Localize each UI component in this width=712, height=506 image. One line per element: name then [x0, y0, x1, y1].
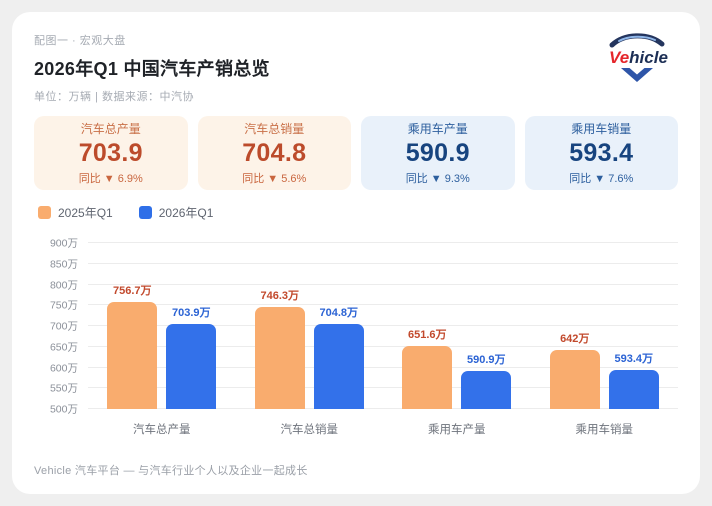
header-text: 配图一 · 宏观大盘 2026年Q1 中国汽车产销总览 单位：万辆 | 数据来源… — [34, 32, 270, 104]
bar-column: 642万 — [549, 330, 600, 409]
bar-2026年Q1 — [608, 370, 659, 409]
y-axis-tick-label: 750万 — [49, 299, 78, 312]
bar-column: 593.4万 — [608, 350, 659, 409]
y-axis-tick-label: 550万 — [49, 382, 78, 395]
bar-group: 651.6万 590.9万 — [383, 243, 531, 409]
gridline — [88, 325, 678, 326]
bar-column: 756.7万 — [107, 282, 158, 409]
stat-label: 乘用车销量 — [571, 122, 632, 136]
bar-group: 642万 593.4万 — [531, 243, 679, 409]
bar-column: 746.3万 — [254, 287, 305, 409]
bar-value-label: 593.4万 — [614, 353, 654, 366]
stat-label: 汽车总产量 — [80, 122, 141, 136]
stat-label: 汽车总销量 — [244, 122, 305, 136]
bar-value-label: 704.8万 — [319, 307, 359, 320]
stat-change: 同比 ▼ 5.6% — [242, 173, 307, 185]
bar-value-label: 590.9万 — [466, 354, 506, 367]
vehicle-logo: Vehicle — [609, 33, 668, 82]
stat-change: 同比 ▼ 9.3% — [405, 173, 470, 185]
stat-value: 704.8 — [242, 139, 307, 167]
eyebrow-label: 配图一 · 宏观大盘 — [34, 35, 126, 47]
stat-cards-row: 汽车总产量 703.9 同比 ▼ 6.9% 汽车总销量 704.8 同比 ▼ 5… — [34, 116, 678, 190]
y-axis-tick-label: 650万 — [49, 341, 78, 354]
bar-column: 703.9万 — [166, 304, 217, 409]
bar-group: 756.7万 703.9万 — [88, 243, 236, 409]
plot-area-wrap: 500万 550万 600万 650万 700万 750万 800万 850万 900万 756… — [34, 238, 678, 416]
y-axis-tick-label: 600万 — [49, 362, 78, 374]
y-axis-tick-label: 700万 — [49, 320, 78, 333]
stat-change: 同比 ▼ 7.6% — [569, 173, 634, 185]
bar-2025年Q1 — [107, 302, 158, 409]
bar-2025年Q1 — [254, 306, 305, 409]
bar-value-label: 642万 — [560, 333, 590, 346]
gridline — [88, 304, 678, 306]
bar-value-label: 746.3万 — [260, 289, 300, 302]
bar-2025年Q1 — [549, 350, 600, 409]
gridline — [88, 366, 678, 368]
bar-value-label: 756.7万 — [112, 285, 152, 298]
stat-change: 同比 ▼ 6.9% — [78, 173, 143, 185]
stat-card-total-production: 汽车总产量 703.9 同比 ▼ 6.9% — [34, 116, 188, 190]
chart-legend: 2025年Q1 2026年Q1 — [38, 204, 678, 221]
x-axis: 汽车总产量 汽车总销量 乘用车产量 乘用车销量 — [88, 409, 678, 437]
bar-chart: 500万 550万 600万 650万 700万 750万 800万 850万 900万 756… — [34, 238, 678, 437]
bar-column: 590.9万 — [461, 351, 512, 409]
stat-label: 乘用车产量 — [407, 122, 468, 136]
gridline — [88, 387, 678, 389]
gridline — [88, 262, 678, 264]
bar-column: 651.6万 — [402, 326, 453, 409]
bar-2026年Q1 — [313, 324, 364, 409]
x-axis-category-label: 汽车总销量 — [280, 424, 339, 436]
page-title: 2026年Q1 中国汽车产销总览 — [34, 59, 270, 79]
stat-value: 590.9 — [405, 139, 470, 167]
footer-tagline: Vehicle 汽车平台 — 与汽车行业个人以及企业一起成长 — [34, 465, 308, 477]
bar-value-label: 651.6万 — [407, 329, 447, 342]
logo-wordmark: Vehicle — [609, 48, 668, 67]
y-axis-tick-label: 850万 — [49, 258, 78, 271]
bar-column: 704.8万 — [313, 304, 364, 409]
stat-value: 703.9 — [78, 139, 143, 167]
bar-group: 746.3万 704.8万 — [236, 243, 384, 409]
gridline — [88, 283, 678, 285]
y-axis-tick-label: 500万 — [49, 403, 78, 416]
stat-card-total-sales: 汽车总销量 704.8 同比 ▼ 5.6% — [197, 116, 351, 190]
legend-item-2026q1[interactable]: 2026年Q1 — [138, 204, 214, 221]
bar-2026年Q1 — [461, 371, 512, 409]
logo-chevron — [621, 68, 653, 82]
logo-car-windshield — [618, 35, 656, 42]
bar-2026年Q1 — [166, 324, 217, 409]
stat-value: 593.4 — [569, 139, 634, 167]
legend-swatch-orange — [38, 206, 51, 219]
legend-label: 2026年Q1 — [158, 206, 214, 220]
y-axis: 500万 550万 600万 650万 700万 750万 800万 850万 900万 — [34, 238, 88, 416]
x-axis-category-label: 汽车总产量 — [133, 424, 191, 436]
gridline — [88, 242, 678, 243]
header: 配图一 · 宏观大盘 2026年Q1 中国汽车产销总览 单位：万辆 | 数据来源… — [34, 32, 678, 104]
legend-item-2025q1[interactable]: 2025年Q1 — [38, 204, 113, 221]
page-subtitle: 单位：万辆 | 数据来源：中汽协 — [34, 91, 194, 103]
legend-swatch-blue — [138, 206, 152, 219]
plot-area: 756.7万 703.9万 746.3万 704.8万 651.6万 590.9万 642万… — [88, 242, 678, 409]
stat-card-passenger-production: 乘用车产量 590.9 同比 ▼ 9.3% — [361, 116, 515, 190]
gridline — [88, 345, 678, 347]
y-axis-tick-label: 800万 — [49, 279, 78, 291]
gridline — [88, 408, 678, 409]
bar-groups: 756.7万 703.9万 746.3万 704.8万 651.6万 590.9万 642万… — [88, 243, 678, 409]
stat-card-passenger-sales: 乘用车销量 593.4 同比 ▼ 7.6% — [524, 116, 678, 190]
legend-label: 2025年Q1 — [58, 206, 113, 220]
bar-value-label: 703.9万 — [171, 307, 211, 320]
bar-2025年Q1 — [402, 346, 453, 409]
dashboard-card: 配图一 · 宏观大盘 2026年Q1 中国汽车产销总览 单位：万辆 | 数据来源… — [12, 12, 700, 494]
x-axis-category-label: 乘用车产量 — [428, 424, 486, 436]
y-axis-tick-label: 900万 — [49, 237, 78, 250]
x-axis-category-label: 乘用车销量 — [575, 424, 634, 436]
